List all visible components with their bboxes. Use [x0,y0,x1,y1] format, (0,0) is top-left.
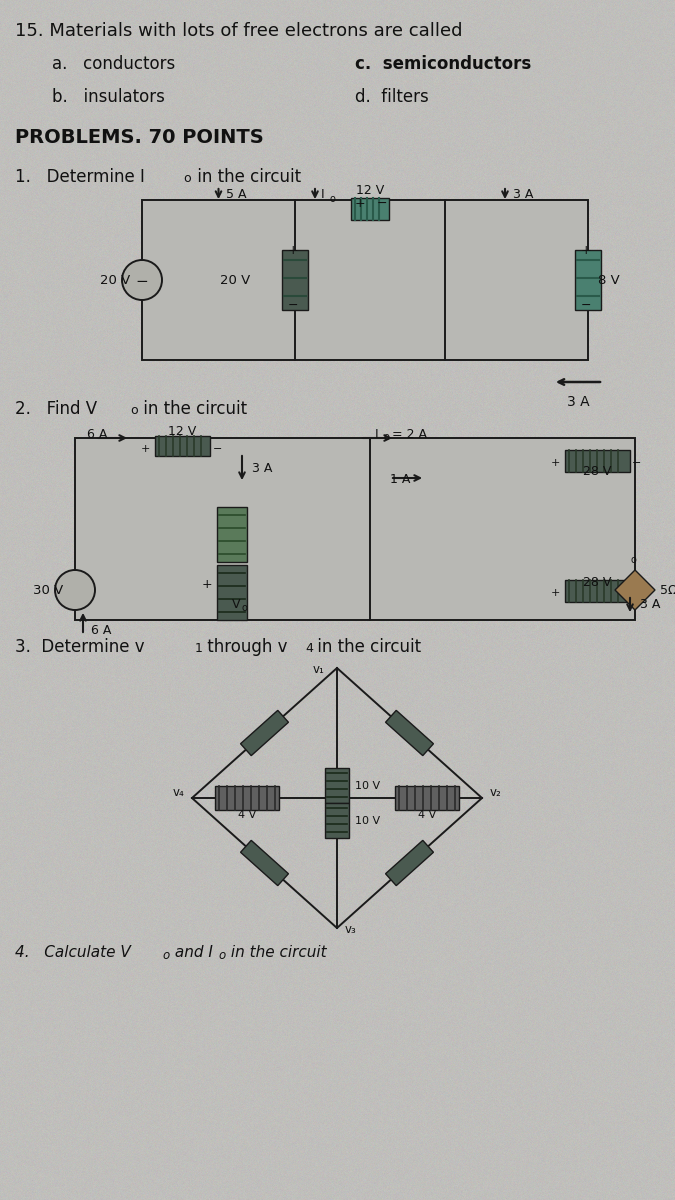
Text: 30 V: 30 V [33,583,63,596]
Text: v₄: v₄ [172,786,184,799]
Text: 1: 1 [195,642,203,655]
Text: +: + [288,244,298,257]
Text: 28 V: 28 V [583,464,612,478]
Bar [217,564,247,619]
Text: 20 V: 20 V [220,274,250,287]
Text: o: o [383,432,389,442]
Circle shape [122,260,162,300]
Text: 20 V: 20 V [100,274,130,287]
Text: +: + [201,577,212,590]
Bar [142,200,588,360]
Text: o: o [130,404,138,416]
Text: o: o [241,602,247,613]
Bar [217,506,247,562]
Text: 3 A: 3 A [640,599,660,612]
Text: 12 V: 12 V [356,184,384,197]
Text: 3 A: 3 A [567,395,589,409]
Bar [325,768,349,803]
Text: o: o [162,949,169,962]
Text: −: − [632,458,641,468]
Bar [395,786,459,810]
Text: in the circuit: in the circuit [138,400,247,418]
Text: o: o [630,554,636,565]
Text: v₁: v₁ [313,662,325,676]
Text: 8 V: 8 V [598,274,620,287]
Text: 28 V: 28 V [583,576,612,589]
Polygon shape [240,840,288,886]
Polygon shape [240,710,288,756]
Polygon shape [615,570,655,610]
Text: a.   conductors: a. conductors [52,55,176,73]
Bar [575,250,601,310]
Text: −: − [213,444,222,454]
Text: 3.  Determine v: 3. Determine v [15,638,144,656]
Bar [155,436,210,456]
Text: in the circuit: in the circuit [226,946,327,960]
Bar [75,438,635,620]
Bar [325,803,349,838]
Text: 3 A: 3 A [513,188,533,202]
Polygon shape [385,840,433,886]
Text: and I: and I [170,946,213,960]
Text: −: − [136,275,148,289]
Text: +: + [140,444,150,454]
Text: 6 A: 6 A [87,428,107,440]
Text: −: − [580,299,591,312]
Text: in the circuit: in the circuit [192,168,301,186]
Bar [351,198,389,220]
Bar [282,250,308,310]
Text: 1.   Determine I: 1. Determine I [15,168,145,186]
Text: −: − [377,197,387,210]
Text: o: o [329,194,335,204]
Text: +: + [551,588,560,598]
Text: +: + [551,458,560,468]
Text: 4.   Calculate V: 4. Calculate V [15,946,131,960]
Text: 3 A: 3 A [252,462,273,474]
Text: d.  filters: d. filters [355,88,429,106]
Text: I: I [321,188,325,202]
Text: 15. Materials with lots of free electrons are called: 15. Materials with lots of free electron… [15,22,462,40]
Text: V: V [232,598,240,611]
Text: 10 V: 10 V [355,816,380,826]
Text: 12 V: 12 V [168,425,196,438]
Text: +: + [354,197,365,210]
Text: b.   insulators: b. insulators [52,88,165,106]
Text: o: o [183,172,190,185]
Text: through v: through v [202,638,288,656]
Text: 6 A: 6 A [91,624,111,636]
Text: I: I [375,428,379,440]
Circle shape [55,570,95,610]
Polygon shape [385,710,433,756]
Bar [215,786,279,810]
Text: 1 A: 1 A [390,473,410,486]
Text: c.  semiconductors: c. semiconductors [355,55,531,73]
Text: o: o [218,949,225,962]
Text: −: − [288,299,298,312]
Text: 4 V: 4 V [418,810,436,820]
Text: v₂: v₂ [490,786,502,799]
Text: v₃: v₃ [345,923,357,936]
Text: 10 V: 10 V [355,781,380,791]
Text: in the circuit: in the circuit [312,638,421,656]
Text: 2.   Find V: 2. Find V [15,400,97,418]
Text: 4 V: 4 V [238,810,256,820]
Bar [565,580,630,602]
Text: 4: 4 [305,642,313,655]
Text: PROBLEMS. 70 POINTS: PROBLEMS. 70 POINTS [15,128,264,146]
Bar [565,450,630,472]
Text: +: + [580,244,591,257]
Text: = 2 A: = 2 A [388,428,427,440]
Text: 5Ω: 5Ω [660,583,675,596]
Text: 5 A: 5 A [227,188,247,202]
